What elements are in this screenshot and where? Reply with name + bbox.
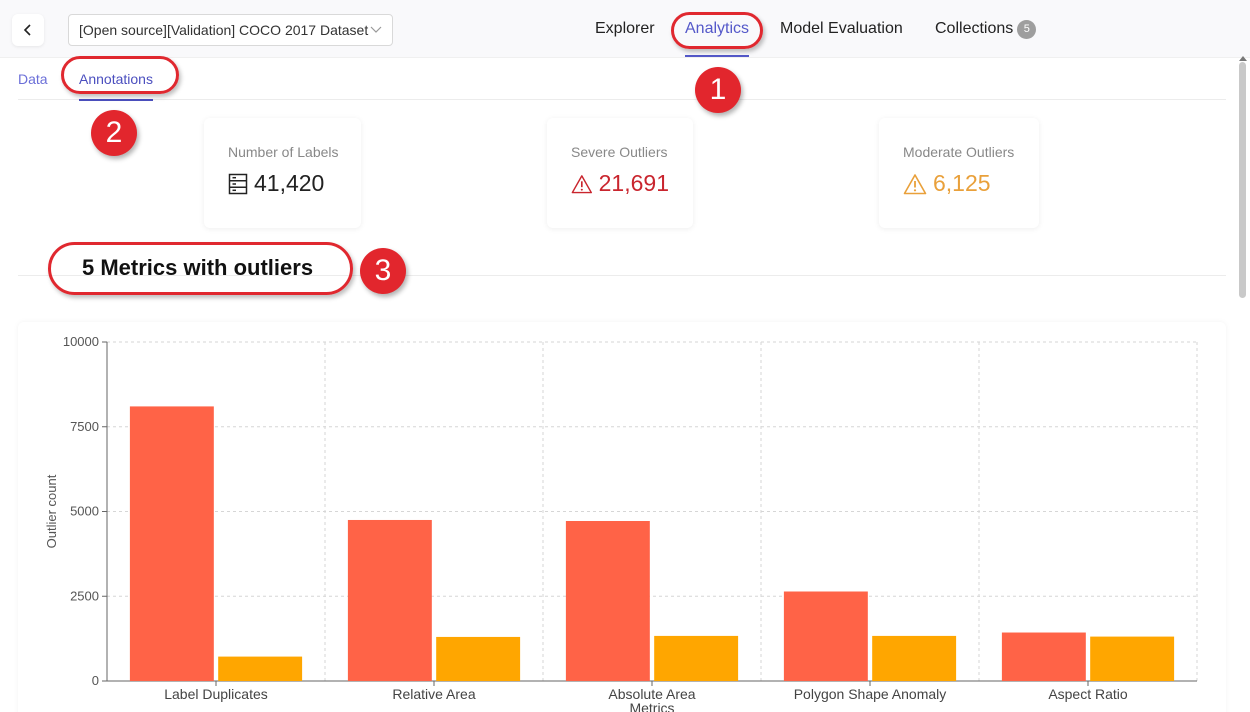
x-tick-label: Aspect Ratio bbox=[1048, 686, 1128, 702]
stat-moderate-title: Moderate Outliers bbox=[903, 144, 1015, 160]
bar-series-1-1 bbox=[436, 636, 521, 681]
stat-card-moderate: Moderate Outliers 6,125 bbox=[879, 118, 1039, 228]
stat-labels-value: 41,420 bbox=[254, 170, 325, 196]
bar-series-1-2 bbox=[654, 635, 739, 681]
bar-series-1-0 bbox=[218, 656, 303, 681]
callout-oval-analytics bbox=[671, 12, 763, 49]
tab-explorer-label: Explorer bbox=[595, 20, 655, 37]
dataset-select-value: [Open source][Validation] COCO 2017 Data… bbox=[79, 22, 369, 38]
x-tick-label: Label Duplicates bbox=[164, 686, 268, 702]
callout-number-2: 2 bbox=[91, 110, 137, 156]
x-tick-label: Absolute Area bbox=[608, 686, 695, 702]
y-axis-label: Outlier count bbox=[44, 474, 59, 548]
subtab-data[interactable]: Data bbox=[18, 58, 48, 100]
callout-oval-section-title bbox=[48, 242, 353, 295]
tab-collections-label: Collections bbox=[935, 20, 1014, 37]
tab-collections[interactable]: Collections 5 bbox=[935, 0, 1037, 58]
bar-series-1-4 bbox=[1090, 636, 1175, 681]
warning-icon bbox=[571, 174, 593, 193]
y-tick-label: 0 bbox=[92, 673, 99, 688]
outliers-chart-card: 0 2500 5000 7500 10000 Label Duplicates Relati… bbox=[18, 322, 1226, 712]
tab-model-evaluation[interactable]: Model Evaluation bbox=[780, 0, 903, 58]
dataset-select[interactable]: [Open source][Validation] COCO 2017 Data… bbox=[68, 14, 393, 46]
bar-series-0-2 bbox=[565, 520, 650, 681]
back-button[interactable] bbox=[12, 14, 44, 46]
section-divider bbox=[18, 275, 1226, 276]
server-icon bbox=[228, 173, 248, 194]
bar-series-0-4 bbox=[1001, 632, 1086, 681]
y-tick-label: 5000 bbox=[70, 504, 99, 519]
callout-number-1: 1 bbox=[695, 67, 741, 113]
stat-severe-value: 21,691 bbox=[598, 170, 669, 196]
stat-card-severe: Severe Outliers 21,691 bbox=[547, 118, 693, 228]
bar-series-0-1 bbox=[347, 519, 432, 681]
stat-moderate-value-row: 6,125 bbox=[903, 170, 1015, 197]
vertical-scrollbar[interactable] bbox=[1239, 62, 1246, 298]
collections-count-badge: 5 bbox=[1017, 19, 1037, 39]
tab-explorer[interactable]: Explorer bbox=[595, 0, 655, 58]
stat-moderate-value: 6,125 bbox=[933, 170, 991, 196]
section-title: 5 Metrics with outliers bbox=[82, 255, 314, 280]
tab-model-evaluation-label: Model Evaluation bbox=[780, 20, 903, 37]
stat-severe-title: Severe Outliers bbox=[571, 144, 668, 160]
top-header: [Open source][Validation] COCO 2017 Data… bbox=[0, 0, 1250, 58]
callout-number-3: 3 bbox=[360, 248, 406, 294]
chevron-down-icon bbox=[370, 26, 382, 33]
bar-series-0-3 bbox=[783, 591, 868, 681]
y-tick-label: 2500 bbox=[70, 588, 99, 603]
bar-series-1-3 bbox=[872, 635, 957, 681]
x-tick-label: Polygon Shape Anomaly bbox=[794, 686, 947, 702]
outliers-bar-chart: 0 2500 5000 7500 10000 Label Duplicates Relati… bbox=[44, 334, 1198, 712]
y-tick-label: 7500 bbox=[70, 419, 99, 434]
callout-oval-annotations bbox=[61, 56, 179, 94]
x-tick-label: Relative Area bbox=[392, 686, 475, 702]
subtab-data-label: Data bbox=[18, 71, 48, 87]
stat-severe-value-row: 21,691 bbox=[571, 170, 669, 197]
scroll-up-arrow[interactable] bbox=[1239, 56, 1247, 61]
warning-icon bbox=[903, 173, 927, 194]
y-tick-label: 10000 bbox=[63, 334, 99, 349]
x-axis-label: Metrics bbox=[629, 700, 674, 712]
stat-labels-title: Number of Labels bbox=[228, 144, 339, 160]
analytics-subtabs: Data Annotations bbox=[18, 58, 1226, 101]
stat-card-labels: Number of Labels 41,420 bbox=[204, 118, 361, 228]
stat-labels-value-row: 41,420 bbox=[228, 170, 337, 197]
chevron-left-icon bbox=[23, 24, 31, 36]
bar-series-0-0 bbox=[129, 406, 214, 681]
